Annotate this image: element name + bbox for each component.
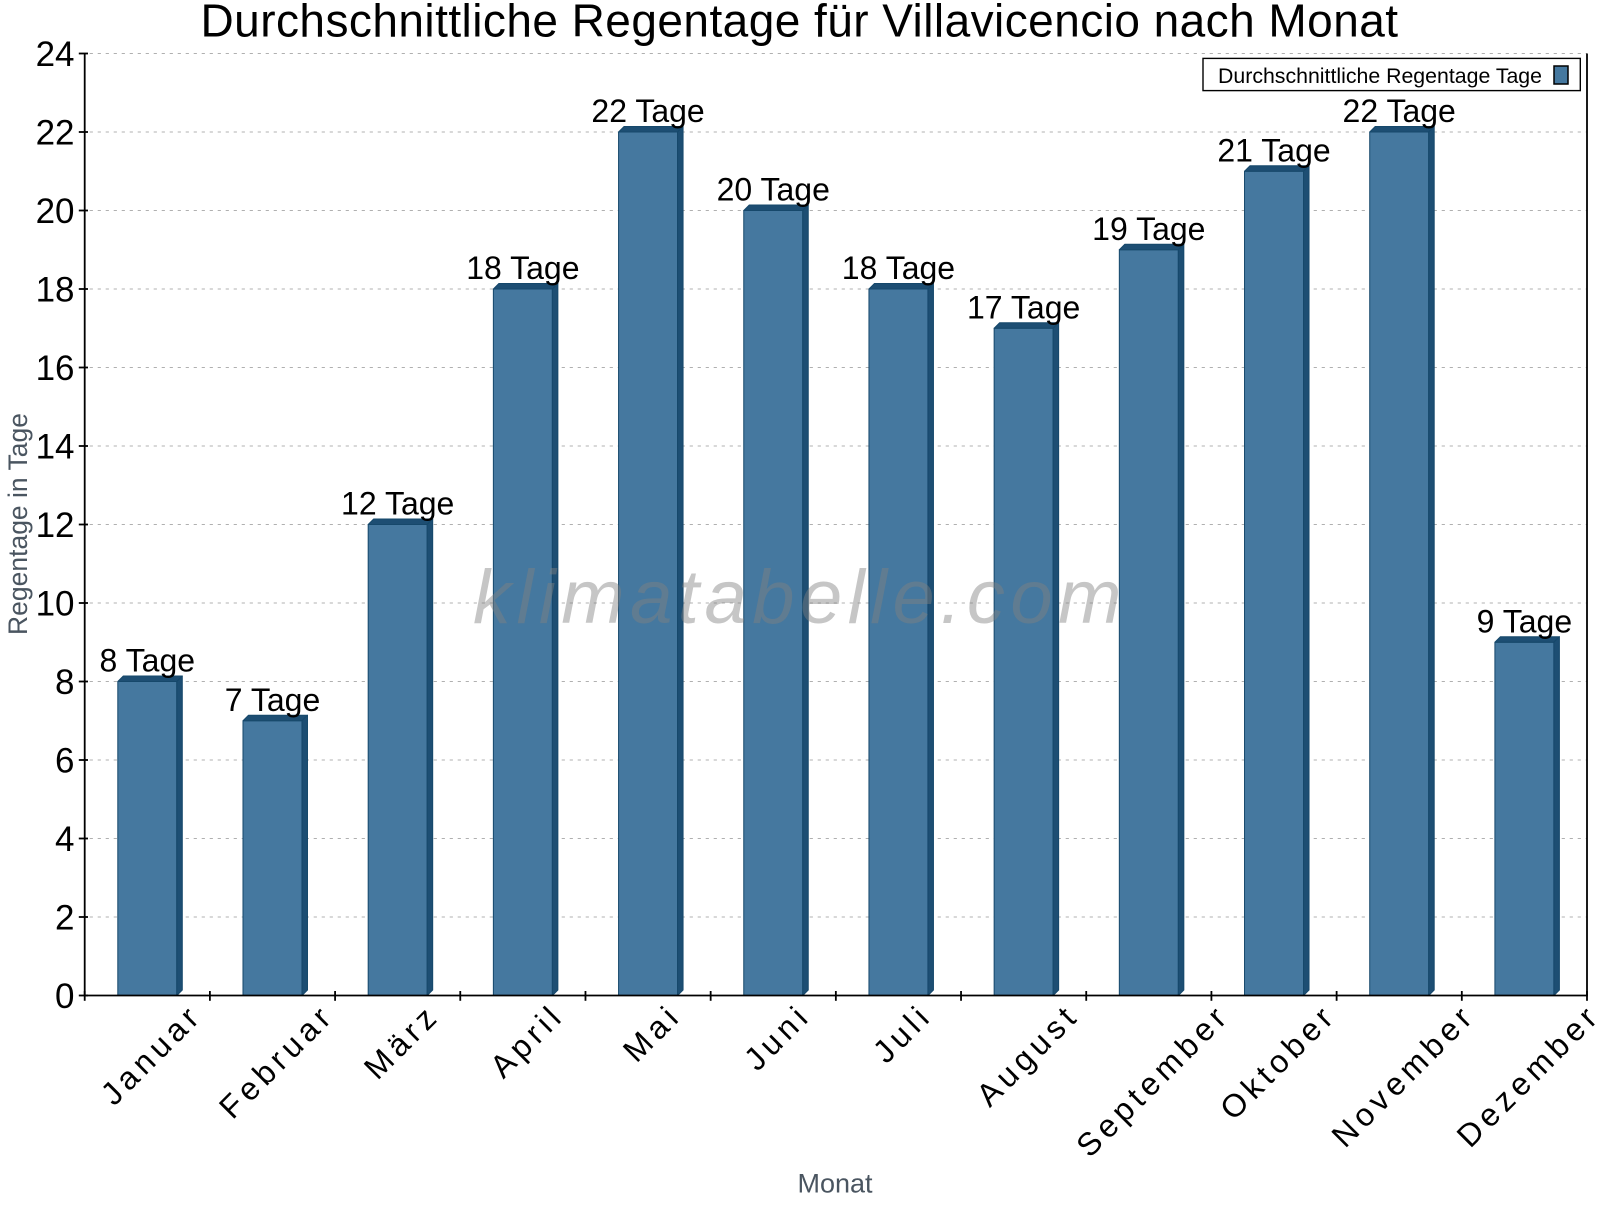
svg-text:Durchschnittliche Regentage Ta: Durchschnittliche Regentage Tage <box>1218 64 1542 88</box>
svg-text:9 Tage: 9 Tage <box>1477 603 1573 639</box>
svg-text:20 Tage: 20 Tage <box>717 172 830 208</box>
svg-text:19 Tage: 19 Tage <box>1092 211 1205 247</box>
svg-text:20: 20 <box>36 192 75 231</box>
svg-text:12 Tage: 12 Tage <box>341 486 454 522</box>
svg-text:2: 2 <box>55 899 74 938</box>
svg-text:4: 4 <box>55 820 74 859</box>
svg-text:0: 0 <box>55 977 74 1016</box>
svg-text:18 Tage: 18 Tage <box>466 250 579 286</box>
svg-text:12: 12 <box>36 506 75 545</box>
svg-text:22: 22 <box>36 114 75 153</box>
svg-text:17 Tage: 17 Tage <box>967 289 1080 325</box>
svg-text:Monat: Monat <box>797 1169 873 1199</box>
svg-text:14: 14 <box>36 428 75 467</box>
svg-text:18: 18 <box>36 271 75 310</box>
svg-text:Regentage in Tage: Regentage in Tage <box>3 413 33 635</box>
svg-text:18 Tage: 18 Tage <box>842 250 955 286</box>
svg-text:8 Tage: 8 Tage <box>100 643 196 679</box>
svg-text:10: 10 <box>36 585 75 624</box>
svg-text:21 Tage: 21 Tage <box>1217 132 1330 168</box>
svg-text:22 Tage: 22 Tage <box>591 93 704 129</box>
svg-text:Durchschnittliche Regentage fü: Durchschnittliche Regentage für Villavic… <box>201 0 1399 47</box>
svg-text:24: 24 <box>36 35 75 74</box>
svg-text:16: 16 <box>36 349 75 388</box>
svg-text:7 Tage: 7 Tage <box>225 682 321 718</box>
svg-text:8: 8 <box>55 663 74 702</box>
svg-text:klimatabelle.com: klimatabelle.com <box>473 555 1127 640</box>
svg-text:22 Tage: 22 Tage <box>1343 93 1456 129</box>
svg-text:6: 6 <box>55 742 74 781</box>
